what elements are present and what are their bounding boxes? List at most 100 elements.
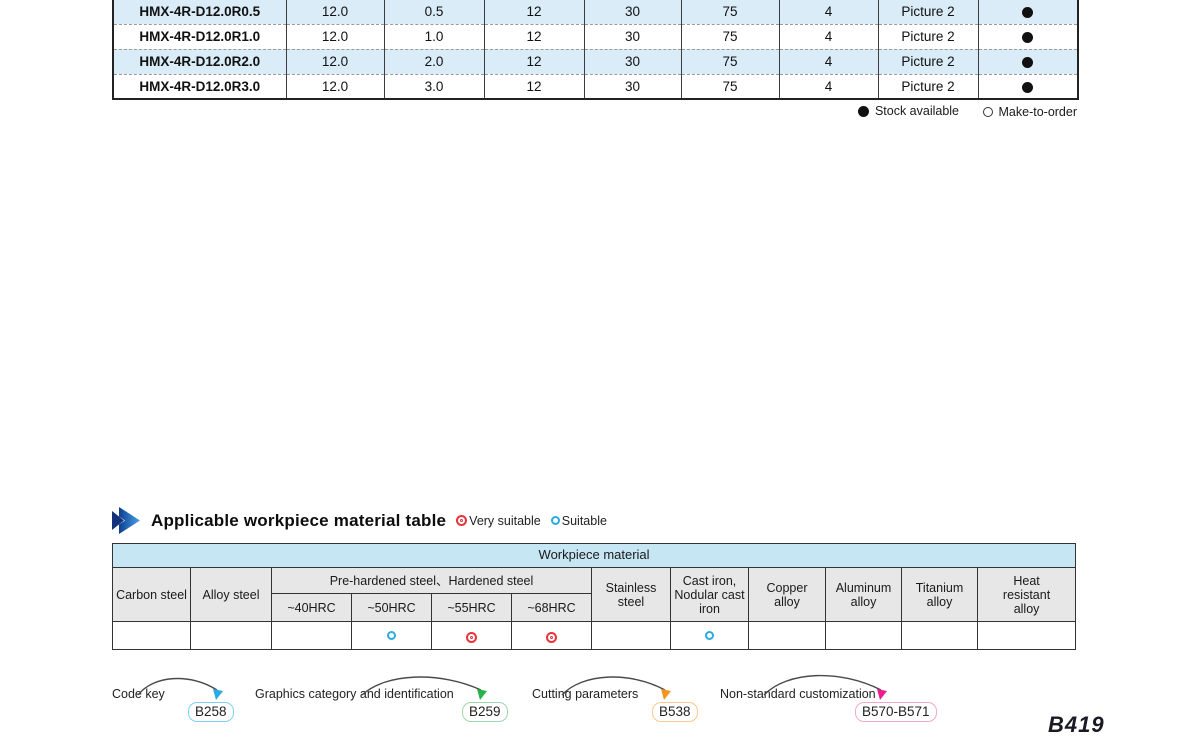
product-row: HMX-4R-D12.0R1.0 12.0 1.0 12 30 75 4 Picture 2 [112, 23, 1079, 50]
col-header-carbon-steel: Carbon steel [112, 567, 191, 622]
col-header-hrc40: ~40HRC [271, 593, 352, 622]
suitable-legend: Suitable [550, 514, 607, 528]
rating-cell-carbon [112, 621, 191, 650]
model-cell: HMX-4R-D12.0R0.5 [112, 0, 287, 25]
curved-arrow-icon [763, 674, 887, 700]
model-cell: HMX-4R-D12.0R1.0 [112, 23, 287, 50]
stock-available-icon [857, 105, 869, 117]
col-header-hrc55: ~55HRC [431, 593, 512, 622]
stock-available-icon [1022, 7, 1034, 19]
rating-cell-hrc55 [431, 621, 512, 650]
page-ref-badge[interactable]: B570-B571 [855, 702, 937, 722]
very-suitable-icon [466, 632, 477, 643]
col-header-aluminum-alloy: Aluminum alloy [825, 567, 902, 622]
col-header-stainless-steel: Stainless steel [591, 567, 671, 622]
value-cell: 30 [583, 23, 682, 50]
very-suitable-icon [456, 515, 468, 526]
workpiece-material-table: Workpiece material Carbon steel Alloy st… [111, 543, 1077, 650]
page-number: B419 [1048, 712, 1105, 737]
page-ref-badge[interactable]: B538 [652, 702, 698, 722]
value-cell: Picture 2 [877, 23, 979, 50]
make-to-order-legend: Make-to-order [982, 104, 1078, 119]
product-row: HMX-4R-D12.0R2.0 12.0 2.0 12 30 75 4 Picture 2 [112, 48, 1079, 75]
stock-available-icon [1022, 56, 1034, 68]
col-header-cast-iron: Cast iron, Nodular cast iron [670, 567, 749, 622]
rating-cell-hrc68 [511, 621, 592, 650]
value-cell: 75 [680, 48, 780, 75]
stock-cell [977, 0, 1079, 25]
rating-cell-heat-resistant [976, 621, 1077, 650]
rating-cell-cast-iron [670, 621, 749, 650]
model-cell: HMX-4R-D12.0R3.0 [112, 73, 287, 100]
value-cell: 3.0 [383, 73, 485, 100]
stock-legend: Stock available Make-to-order [112, 104, 1077, 120]
rating-cell-alloy [190, 621, 272, 650]
stock-cell [977, 23, 1079, 50]
workpiece-table-title: Workpiece material [111, 543, 1077, 568]
stock-available-legend: Stock available [857, 104, 960, 118]
value-cell: 12.0 [285, 23, 385, 50]
col-header-prehardened-group: Pre-hardened steel、Hardened steel [271, 567, 592, 594]
value-cell: 4 [778, 48, 879, 75]
suitable-icon [550, 516, 560, 525]
suitable-icon [387, 630, 396, 640]
link-label: Non-standard customization [720, 687, 876, 701]
col-header-hrc50: ~50HRC [351, 593, 432, 622]
value-cell: 75 [680, 73, 780, 100]
value-cell: 12.0 [285, 48, 385, 75]
rating-cell-hrc40 [271, 621, 352, 650]
value-cell: 4 [778, 73, 879, 100]
page-ref-badge[interactable]: B259 [462, 702, 508, 722]
link-label: Cutting parameters [532, 687, 639, 701]
make-to-order-label: Make-to-order [998, 104, 1078, 119]
value-cell: 4 [778, 23, 879, 50]
value-cell: 12.0 [285, 0, 385, 25]
very-suitable-label: Very suitable [469, 513, 541, 528]
section-heading: Applicable workpiece material table Very… [112, 507, 607, 534]
value-cell: 4 [778, 0, 879, 25]
very-suitable-icon [546, 632, 557, 643]
make-to-order-icon [982, 106, 993, 117]
rating-cell-stainless [591, 621, 671, 650]
section-title: Applicable workpiece material table [151, 510, 447, 530]
value-cell: 12 [483, 73, 585, 100]
value-cell: 2.0 [383, 48, 485, 75]
rating-cell-aluminum [825, 621, 902, 650]
value-cell: 12.0 [285, 73, 385, 100]
curved-arrow-icon [561, 676, 671, 700]
curved-arrow-icon [137, 677, 223, 700]
value-cell: 75 [680, 0, 780, 25]
value-cell: 1.0 [383, 23, 485, 50]
double-chevron-icon [112, 507, 142, 534]
col-header-heat-resistant-alloy: Heat resistant alloy [976, 567, 1077, 622]
stock-available-icon [1022, 81, 1034, 93]
very-suitable-legend: Very suitable [456, 514, 541, 528]
value-cell: 0.5 [383, 0, 485, 25]
link-label: Graphics category and identification [255, 687, 454, 701]
value-cell: 12 [483, 0, 585, 25]
value-cell: 30 [583, 0, 682, 25]
rating-cell-titanium [901, 621, 978, 650]
value-cell: 12 [483, 23, 585, 50]
col-header-titanium-alloy: Titanium alloy [901, 567, 978, 622]
product-row: HMX-4R-D12.0R0.5 12.0 0.5 12 30 75 4 Picture 2 [112, 0, 1079, 25]
product-row: HMX-4R-D12.0R3.0 12.0 3.0 12 30 75 4 Picture 2 [112, 73, 1079, 100]
col-header-hrc68: ~68HRC [511, 593, 592, 622]
stock-cell [977, 73, 1079, 100]
stock-available-icon [1022, 31, 1034, 43]
stock-available-label: Stock available [874, 104, 960, 118]
page-ref-badge[interactable]: B258 [188, 702, 234, 722]
value-cell: Picture 2 [877, 0, 979, 25]
value-cell: Picture 2 [877, 48, 979, 75]
model-cell: HMX-4R-D12.0R2.0 [112, 48, 287, 75]
suitable-icon [705, 630, 714, 640]
value-cell: 30 [583, 48, 682, 75]
rating-cell-copper [748, 621, 826, 650]
curved-arrow-icon [361, 676, 487, 700]
value-cell: 30 [583, 73, 682, 100]
rating-cell-hrc50 [351, 621, 432, 650]
value-cell: Picture 2 [877, 73, 979, 100]
